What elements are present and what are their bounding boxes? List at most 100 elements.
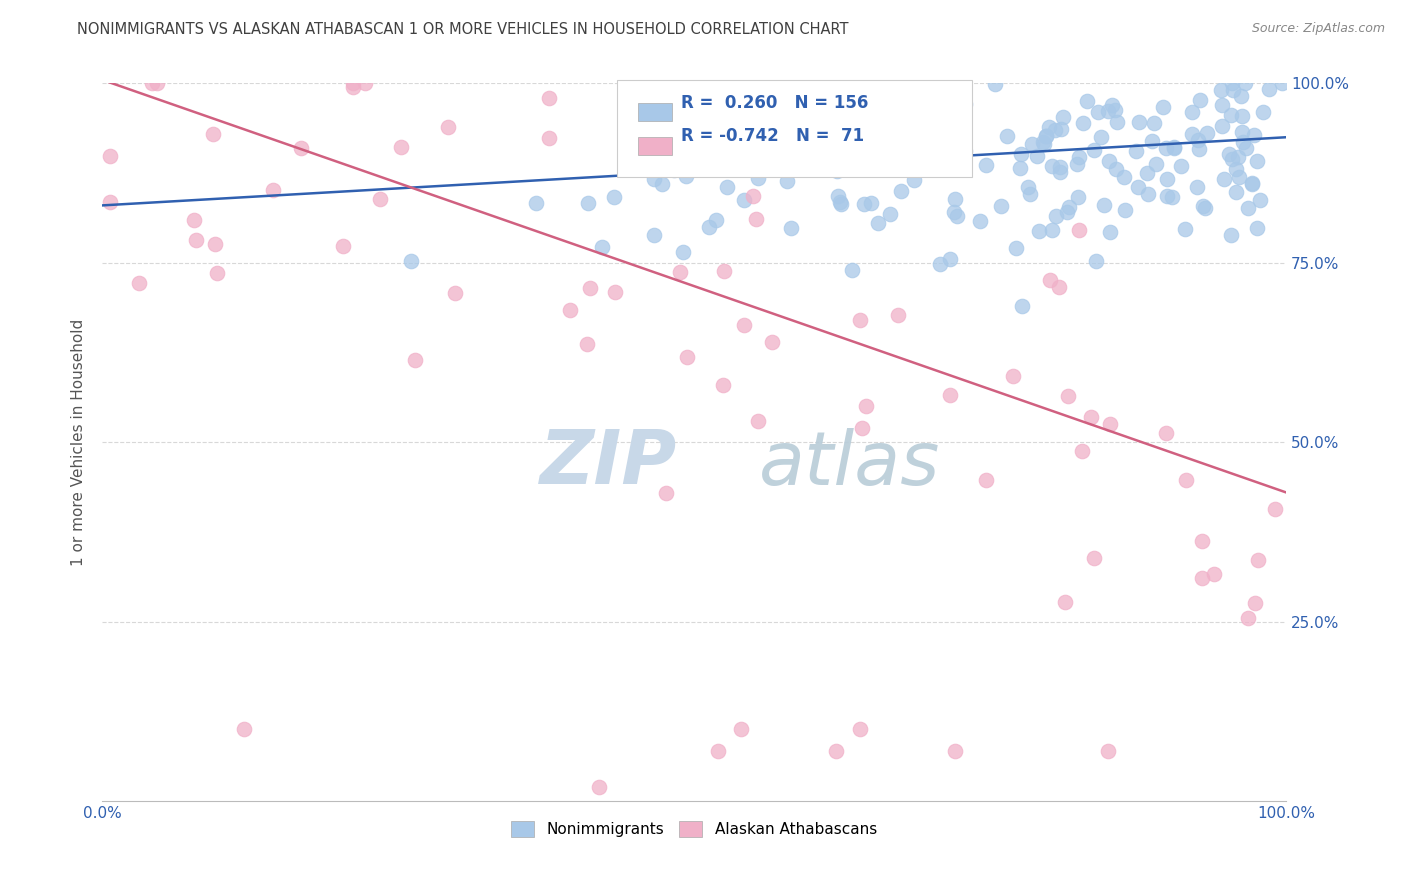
Point: [1227, 170, 1250, 185]
Text: NONIMMIGRANTS VS ALASKAN ATHABASCAN 1 OR MORE VEHICLES IN HOUSEHOLD CORRELATION : NONIMMIGRANTS VS ALASKAN ATHABASCAN 1 OR…: [77, 22, 849, 37]
Point: [672, 245, 695, 260]
Point: [1045, 209, 1067, 223]
Point: [1069, 223, 1091, 237]
Point: [1105, 115, 1128, 129]
Point: [855, 399, 877, 413]
Point: [1066, 157, 1088, 171]
Text: atlas: atlas: [759, 427, 941, 500]
Point: [1212, 172, 1234, 186]
Point: [1191, 534, 1213, 549]
Point: [759, 142, 782, 156]
Point: [1114, 203, 1136, 218]
Point: [1042, 159, 1064, 173]
Point: [1154, 141, 1177, 155]
Point: [1049, 164, 1071, 178]
FancyBboxPatch shape: [617, 80, 973, 177]
Point: [685, 120, 707, 135]
Point: [205, 266, 228, 280]
Point: [1018, 186, 1040, 201]
Point: [651, 177, 673, 191]
Point: [1220, 227, 1243, 242]
Point: [1039, 273, 1062, 287]
Point: [1136, 187, 1159, 202]
Point: [928, 120, 950, 134]
Point: [780, 221, 803, 235]
Point: [389, 140, 412, 154]
Point: [1067, 190, 1090, 204]
Point: [1080, 409, 1102, 424]
Point: [591, 240, 613, 254]
Point: [290, 141, 312, 155]
Point: [928, 257, 950, 271]
Point: [1264, 501, 1286, 516]
Point: [524, 196, 547, 211]
Point: [1156, 188, 1178, 202]
Point: [1181, 104, 1204, 119]
Point: [896, 112, 918, 127]
Point: [1059, 200, 1081, 214]
Point: [706, 744, 728, 758]
Point: [1174, 222, 1197, 236]
Point: [655, 486, 678, 500]
Point: [1225, 161, 1247, 176]
Point: [1021, 137, 1043, 152]
Point: [1128, 180, 1150, 194]
Point: [1241, 177, 1264, 191]
Point: [576, 196, 599, 211]
Y-axis label: 1 or more Vehicles in Household: 1 or more Vehicles in Household: [72, 318, 86, 566]
Point: [1241, 178, 1264, 192]
Point: [1017, 179, 1039, 194]
Point: [830, 197, 852, 211]
Point: [775, 174, 797, 188]
Point: [1136, 165, 1159, 179]
Point: [262, 183, 284, 197]
Point: [1211, 97, 1233, 112]
Point: [939, 388, 962, 402]
Point: [146, 77, 169, 91]
Point: [990, 199, 1012, 213]
Point: [741, 189, 763, 203]
Point: [1083, 143, 1105, 157]
Point: [945, 209, 967, 223]
Point: [955, 144, 977, 158]
Point: [733, 194, 755, 208]
Text: Source: ZipAtlas.com: Source: ZipAtlas.com: [1251, 22, 1385, 36]
Point: [1243, 128, 1265, 142]
Point: [1028, 224, 1050, 238]
Point: [1144, 157, 1167, 171]
Point: [828, 195, 851, 210]
Point: [537, 91, 560, 105]
Point: [1220, 152, 1243, 166]
Point: [1192, 199, 1215, 213]
Point: [868, 217, 890, 231]
Point: [1083, 551, 1105, 566]
Point: [1229, 89, 1251, 103]
Point: [1232, 109, 1254, 123]
Point: [942, 204, 965, 219]
Point: [711, 377, 734, 392]
Point: [1247, 553, 1270, 567]
Point: [1104, 103, 1126, 117]
Point: [437, 120, 460, 134]
Point: [1237, 201, 1260, 215]
Point: [603, 285, 626, 299]
Point: [827, 188, 849, 202]
Point: [370, 192, 392, 206]
Point: [184, 233, 207, 247]
Legend: Nonimmigrants, Alaskan Athabascans: Nonimmigrants, Alaskan Athabascans: [505, 815, 883, 844]
Point: [578, 281, 600, 295]
Point: [716, 180, 738, 194]
Point: [1056, 205, 1078, 219]
Point: [890, 184, 912, 198]
Point: [1090, 130, 1112, 145]
Point: [725, 136, 748, 150]
Point: [1227, 150, 1250, 164]
Point: [204, 236, 226, 251]
Point: [183, 213, 205, 227]
Point: [141, 77, 163, 91]
Point: [643, 227, 665, 242]
FancyBboxPatch shape: [638, 137, 672, 155]
Point: [1163, 141, 1185, 155]
Point: [202, 128, 225, 142]
Point: [1011, 299, 1033, 313]
